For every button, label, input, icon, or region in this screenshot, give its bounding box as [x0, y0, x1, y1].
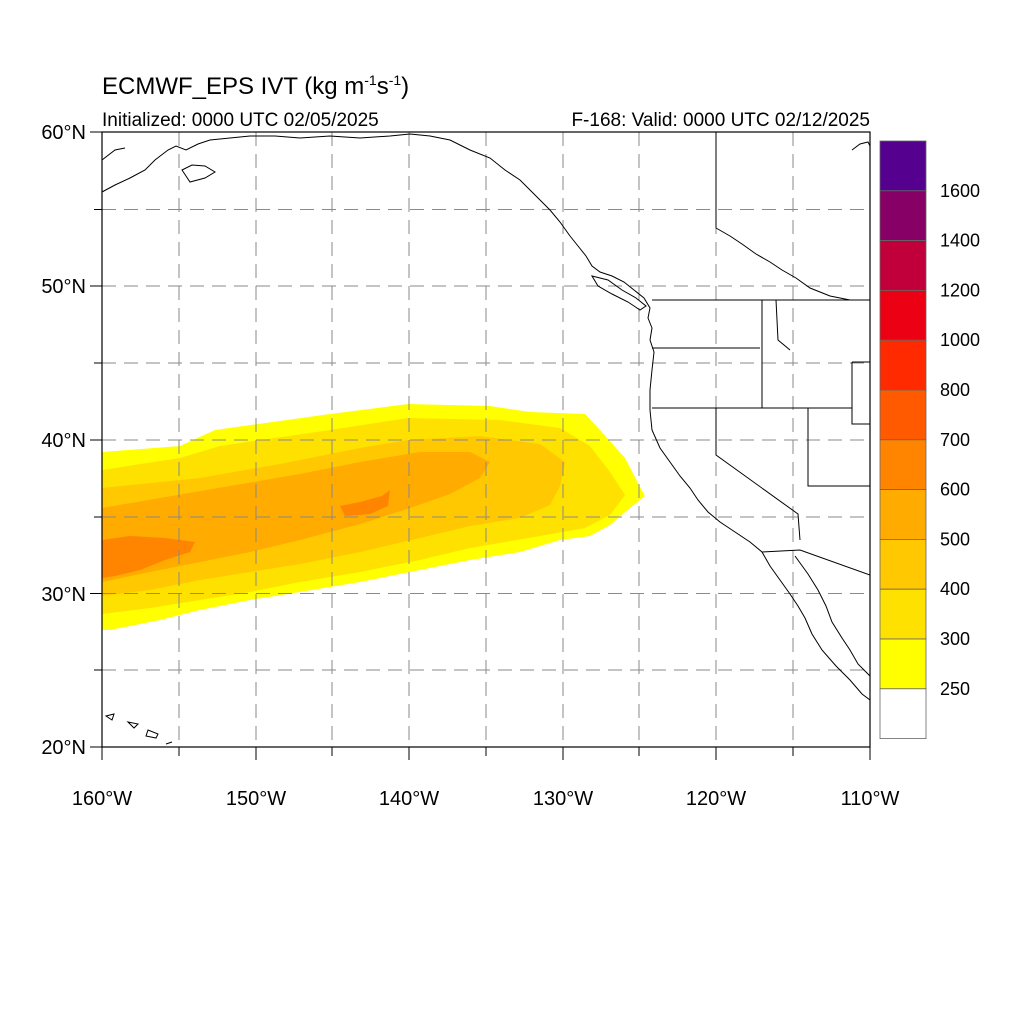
- colorbar: 1600 1400 1200 1000 800 700 600 500 400 300 250: [879, 140, 980, 739]
- state-borders: [652, 132, 870, 576]
- colorbar-label: 700: [940, 430, 970, 450]
- colorbar-box: [879, 588, 927, 640]
- ivt-600-region: [102, 536, 195, 578]
- bc-coast: [569, 235, 653, 341]
- alaska-islands: [181, 164, 216, 183]
- valid-time: F-168: Valid: 0000 UTC 02/12/2025: [571, 110, 870, 131]
- colorbar-box: [879, 638, 927, 690]
- colorbar-box: [879, 140, 927, 192]
- colorbar-label: 400: [940, 579, 970, 599]
- colorbar-box: [879, 190, 927, 242]
- colorbar-box: [879, 439, 927, 490]
- colorbar-label: 1400: [940, 231, 980, 251]
- ivt-500-region: [102, 452, 490, 582]
- colorbar-label: 300: [940, 629, 970, 649]
- colorbar-label: 250: [940, 679, 970, 699]
- colorbar-box: [879, 539, 927, 590]
- colorbar-box: [879, 389, 927, 441]
- coastlines: [102, 133, 870, 745]
- colorbar-box: [879, 489, 927, 540]
- initialized-time: Initialized: 0000 UTC 02/05/2025: [102, 110, 379, 131]
- vancouver-island: [590, 275, 647, 311]
- colorbar-box: [879, 339, 927, 391]
- alaska-coast: [102, 133, 571, 237]
- hawaii-islands: [104, 713, 173, 745]
- colorbar-box: [879, 688, 927, 739]
- colorbar-box: [879, 289, 927, 341]
- colorbar-label: 1000: [940, 330, 980, 350]
- aleutian-west: [102, 147, 126, 161]
- colorbar-label: 1600: [940, 181, 980, 201]
- lon-label-120w: 120°W: [686, 788, 746, 810]
- baja-east-coast: [794, 555, 870, 677]
- lat-label-40n: 40°N: [41, 430, 86, 452]
- tick-marks: [90, 131, 871, 760]
- lon-label-150w: 150°W: [226, 788, 286, 810]
- gridlines: [102, 132, 870, 747]
- canada-corner: [851, 141, 870, 151]
- colorbar-label: 800: [940, 380, 970, 400]
- colorbar-box: [879, 240, 927, 291]
- colorbar-label: 500: [940, 529, 970, 549]
- lat-label-50n: 50°N: [41, 276, 86, 298]
- lon-label-160w: 160°W: [72, 788, 132, 810]
- colorbar-label: 1200: [940, 280, 980, 300]
- lon-label-110w: 110°W: [841, 788, 900, 810]
- lat-label-30n: 30°N: [41, 584, 86, 606]
- us-west-coast: [649, 339, 870, 701]
- colorbar-label: 600: [940, 480, 970, 500]
- lat-label-60n: 60°N: [41, 122, 86, 144]
- map-title: ECMWF_EPS IVT (kg m-1s-1): [102, 72, 410, 100]
- lon-label-130w: 130°W: [533, 788, 593, 810]
- ivt-600-region-small: [340, 490, 390, 516]
- north-american-interior-coast: [715, 227, 870, 301]
- lon-label-140w: 140°W: [379, 788, 439, 810]
- lat-label-20n: 20°N: [41, 737, 86, 759]
